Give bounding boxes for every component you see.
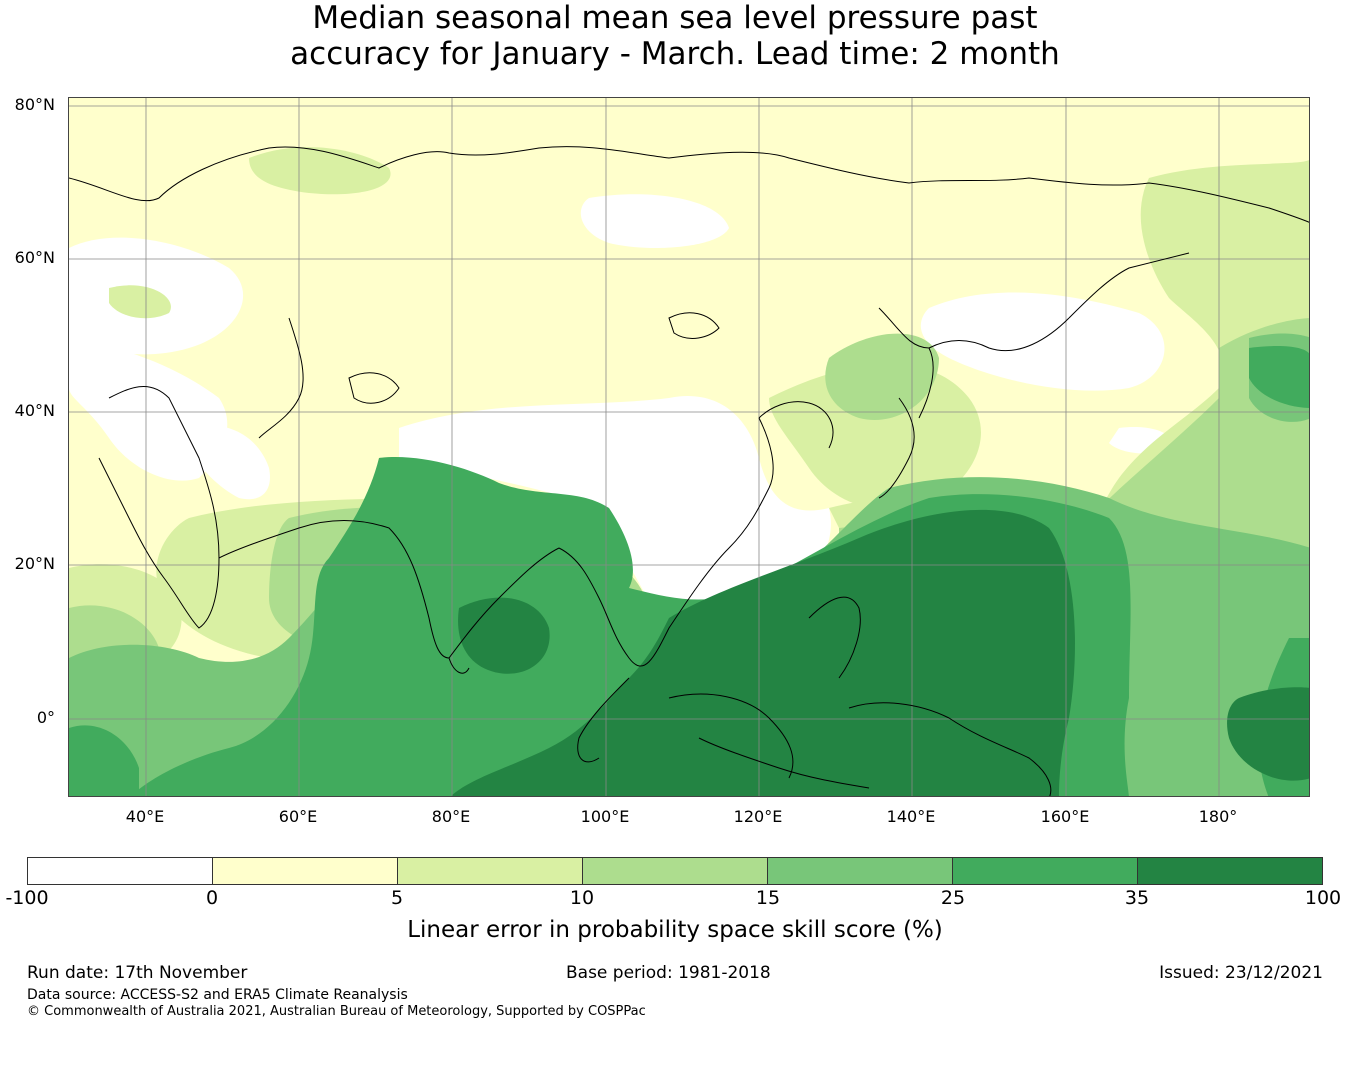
lon-label-60e: 60°E xyxy=(278,807,318,826)
lat-label-80n: 80°N xyxy=(14,95,55,114)
title-line-2: accuracy for January - March. Lead time:… xyxy=(290,36,1060,72)
colorbar-tick-25: 25 xyxy=(940,887,966,909)
colorbar-tick-10: 10 xyxy=(569,887,595,909)
lon-label-140e: 140°E xyxy=(886,807,936,826)
colorbar-tick-5: 5 xyxy=(390,887,404,909)
colorbar-segment-0-5 xyxy=(213,858,398,884)
colorbar-tick-35: 35 xyxy=(1124,887,1150,909)
copyright: © Commonwealth of Australia 2021, Austra… xyxy=(27,1004,646,1019)
lat-label-0: 0° xyxy=(36,708,55,727)
title-line-1: Median seasonal mean sea level pressure … xyxy=(312,0,1038,36)
colorbar-segment-10-15 xyxy=(583,858,768,884)
lon-label-100e: 100°E xyxy=(580,807,630,826)
colorbar-tick-100: 100 xyxy=(1304,887,1342,909)
colorbar-tick-neg100: -100 xyxy=(5,887,49,909)
colorbar-segment-5-10 xyxy=(398,858,583,884)
lon-label-120e: 120°E xyxy=(733,807,783,826)
graticule xyxy=(69,98,1309,796)
lat-label-60n: 60°N xyxy=(14,248,55,267)
issued-date: Issued: 23/12/2021 xyxy=(1159,963,1323,983)
colorbar-segment-25-35 xyxy=(953,858,1138,884)
colorbar-tick-15: 15 xyxy=(755,887,781,909)
skill-map xyxy=(69,98,1309,796)
lat-label-40n: 40°N xyxy=(14,401,55,420)
chart-title: Median seasonal mean sea level pressure … xyxy=(0,0,1350,72)
colorbar-tick-0: 0 xyxy=(205,887,219,909)
data-source: Data source: ACCESS-S2 and ERA5 Climate … xyxy=(27,987,408,1003)
run-date: Run date: 17th November xyxy=(27,963,248,983)
lon-label-160e: 160°E xyxy=(1040,807,1090,826)
lon-label-180: 180° xyxy=(1198,807,1238,826)
base-period: Base period: 1981-2018 xyxy=(566,963,771,983)
colorbar-segment-neg100-0 xyxy=(28,858,213,884)
lon-label-40e: 40°E xyxy=(125,807,165,826)
colorbar-segment-35-100 xyxy=(1138,858,1322,884)
map-panel xyxy=(68,97,1310,797)
lat-label-20n: 20°N xyxy=(14,554,55,573)
coastlines xyxy=(69,146,1309,796)
colorbar xyxy=(27,857,1323,885)
skill-zone-35-100 xyxy=(451,509,1309,796)
colorbar-label: Linear error in probability space skill … xyxy=(407,917,943,943)
lon-label-80e: 80°E xyxy=(431,807,471,826)
colorbar-segment-15-25 xyxy=(768,858,953,884)
